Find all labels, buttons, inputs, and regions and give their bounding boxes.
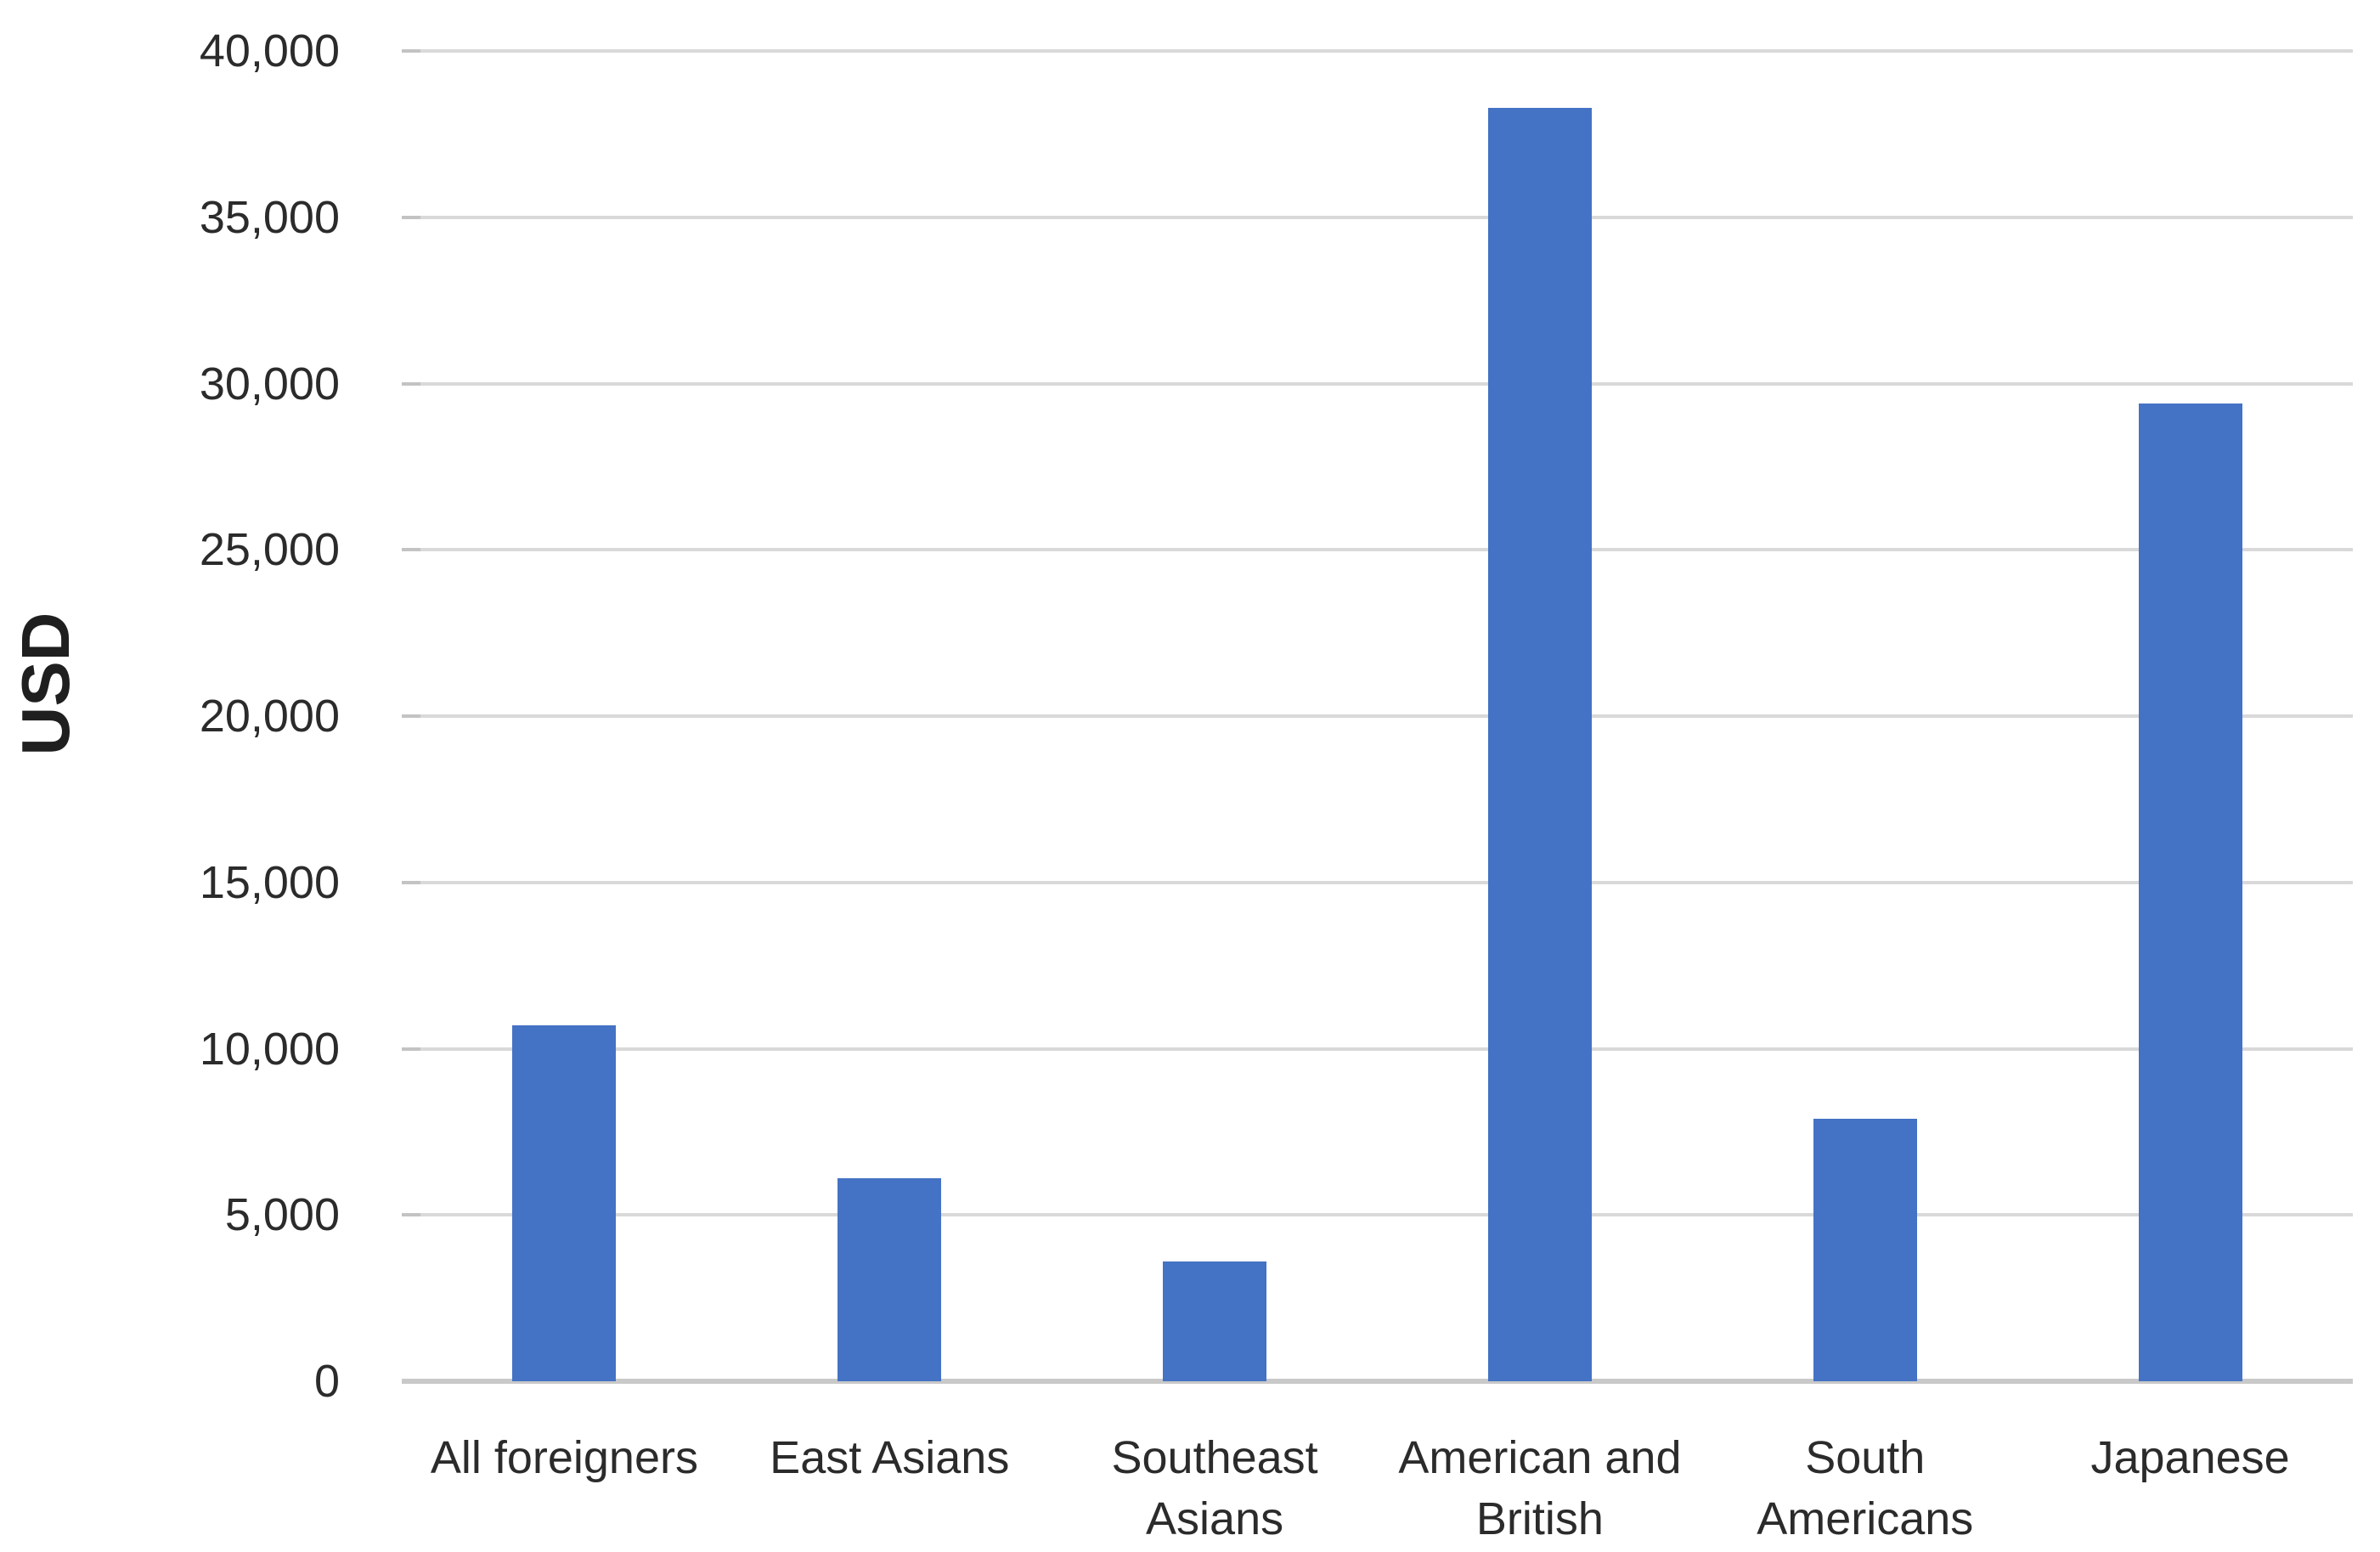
x-label-all-foreigners: All foreigners <box>430 1432 698 1483</box>
bar-all-foreigners <box>512 1025 617 1381</box>
x-label-east-asians: East Asians <box>770 1432 1010 1483</box>
gridline-30-000 <box>402 381 2353 386</box>
x-label-american-and-british: American and British <box>1398 1432 1682 1544</box>
x-label-southeast-asians: Southeast Asians <box>1111 1432 1318 1544</box>
y-axis-tick-mark <box>402 714 420 718</box>
y-tick-label-30-000: 30,000 <box>199 358 340 409</box>
x-label-south-americans: South Americans <box>1757 1432 1974 1544</box>
bar-american-and-british <box>1487 107 1592 1381</box>
y-tick-label-35-000: 35,000 <box>199 191 340 243</box>
bar-east-asians <box>838 1178 942 1381</box>
y-axis-tick-mark <box>402 381 420 386</box>
gridline-15-000 <box>402 880 2353 884</box>
y-tick-label-10-000: 10,000 <box>199 1023 340 1075</box>
y-tick-label-40-000: 40,000 <box>199 25 340 76</box>
gridline-35-000 <box>402 215 2353 219</box>
y-tick-label-5-000: 5,000 <box>224 1189 340 1241</box>
y-tick-label-0: 0 <box>313 1356 340 1407</box>
y-axis-tick-mark <box>402 1047 420 1051</box>
gridline-5-000 <box>402 1213 2353 1217</box>
x-label-japanese: Japanese <box>2090 1432 2290 1483</box>
gridline-25-000 <box>402 548 2353 552</box>
y-axis-tick-mark <box>402 215 420 219</box>
bar-japanese <box>2138 404 2242 1381</box>
y-axis-tick-mark <box>402 880 420 884</box>
bar-south-americans <box>1813 1118 1917 1381</box>
gridline-20-000 <box>402 714 2353 718</box>
plot-area <box>402 49 2353 1384</box>
gridline-40-000 <box>402 49 2353 53</box>
bar-southeast-asians <box>1163 1261 1267 1381</box>
y-axis-tick-mark <box>402 49 420 53</box>
y-tick-label-20-000: 20,000 <box>199 691 340 742</box>
y-tick-label-15-000: 15,000 <box>199 856 340 908</box>
y-tick-label-25-000: 25,000 <box>199 524 340 576</box>
x-axis-line <box>402 1379 2353 1384</box>
y-axis-tick-mark <box>402 1213 420 1217</box>
y-axis-tick-mark <box>402 548 420 552</box>
gridline-10-000 <box>402 1047 2353 1051</box>
